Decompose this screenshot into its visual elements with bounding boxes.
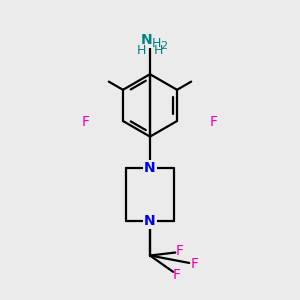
Text: F: F <box>82 115 90 129</box>
Text: N: N <box>144 214 156 228</box>
Text: 2: 2 <box>160 41 167 51</box>
Text: F: F <box>210 115 218 129</box>
Text: F: F <box>176 244 184 258</box>
Text: F: F <box>190 257 199 272</box>
Text: H: H <box>151 37 160 50</box>
Text: H: H <box>154 44 163 57</box>
Text: F: F <box>173 268 181 282</box>
Text: N: N <box>144 161 156 175</box>
Text: H: H <box>137 44 146 57</box>
Text: N: N <box>141 33 153 47</box>
